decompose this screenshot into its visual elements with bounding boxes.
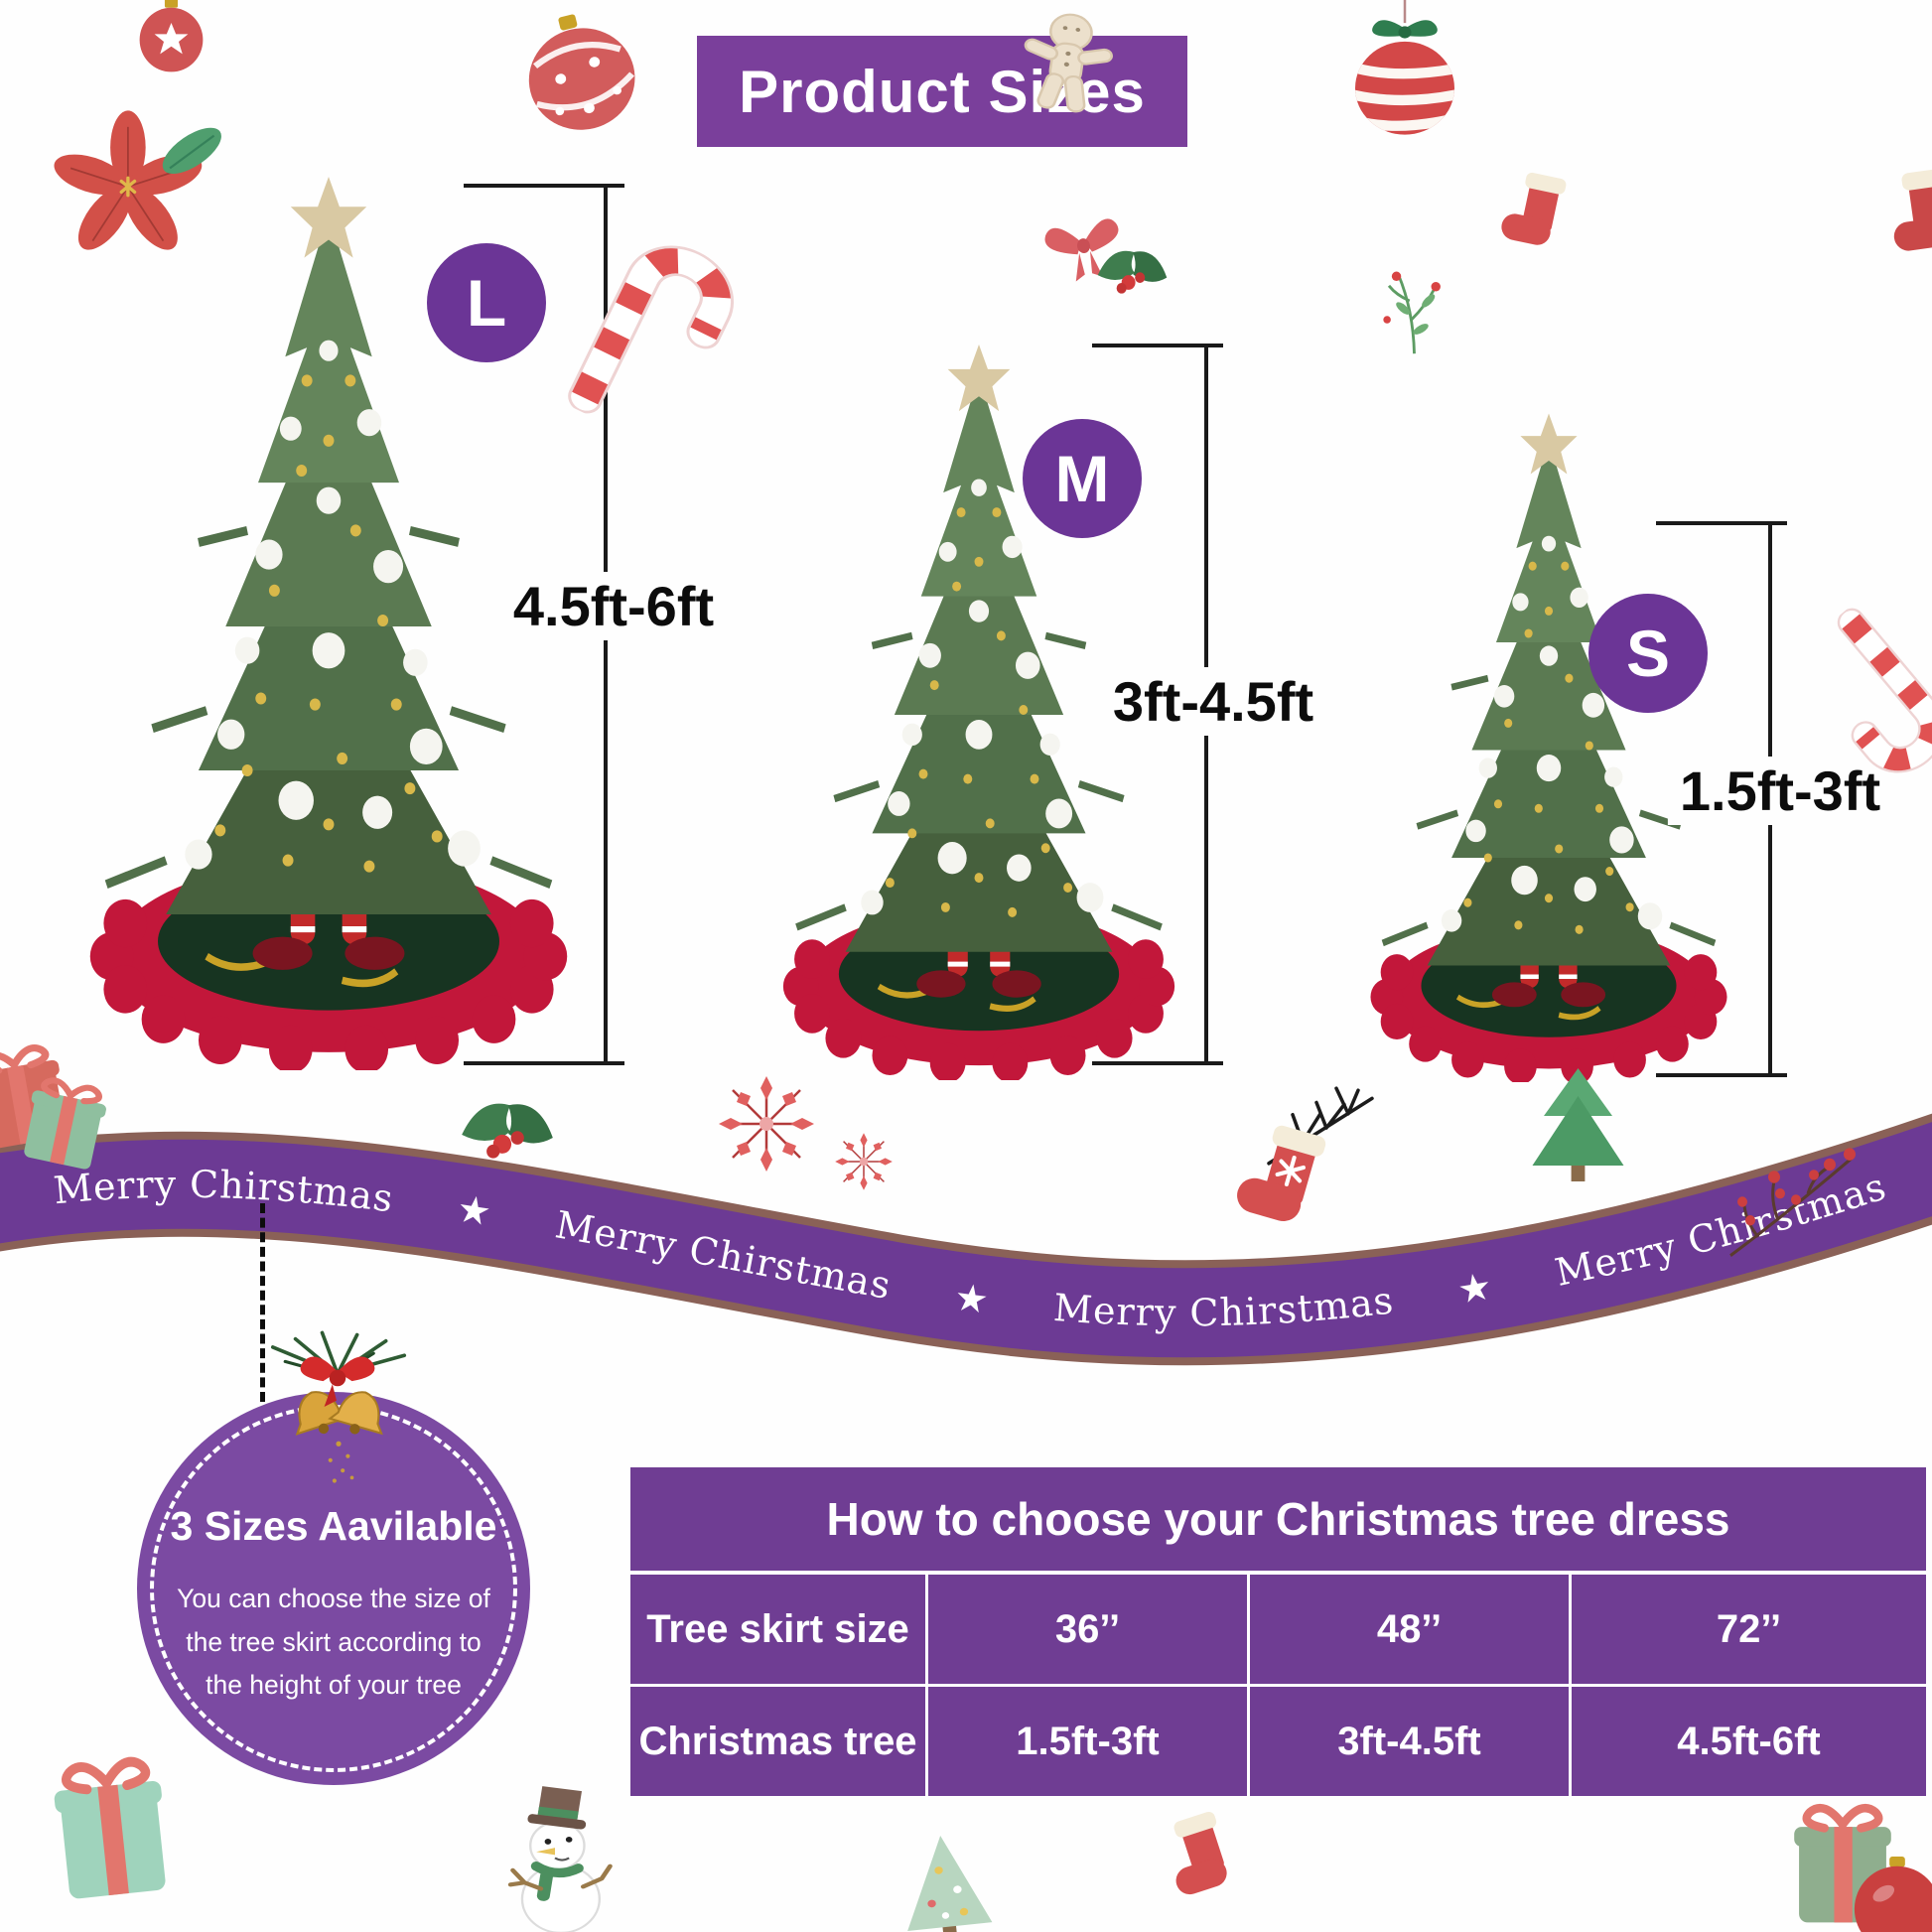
measure-medium-bottom-bar [1092,1061,1223,1065]
stocking-icon [1158,1810,1236,1898]
polka-bauble-icon [514,3,645,141]
stocking-icon [1885,167,1932,253]
info-badge-body: You can choose the size of the tree skir… [177,1583,490,1701]
measure-medium-top-bar [1092,344,1223,347]
table-cell: 3ft-4.5ft [1250,1687,1569,1796]
info-badge-title: 3 Sizes Aavilable [170,1502,497,1549]
size-badge-m: M [1023,419,1142,538]
table-cell: 36’’ [928,1575,1247,1684]
measure-small-bottom-bar [1656,1073,1787,1077]
range-label-medium: 3ft-4.5ft [1100,667,1326,736]
size-table-body: Tree skirt size 36’’ 48’’ 72’’ Christmas… [630,1571,1926,1796]
star-bauble-icon [138,0,205,73]
table-cell: 72’’ [1572,1575,1926,1684]
measure-large-top-bar [464,184,624,188]
size-table-title: How to choose your Christmas tree dress [826,1493,1730,1545]
gift-box-icon [1794,1808,1891,1922]
gold-bells-icon [250,1330,425,1485]
range-label-small: 1.5ft-3ft [1667,757,1893,825]
gift-box-icon [52,1759,172,1900]
size-table: How to choose your Christmas tree dress … [630,1467,1926,1796]
measure-small-top-bar [1656,521,1787,525]
info-badge-circle: 3 Sizes Aavilable You can choose the siz… [137,1392,530,1785]
striped-ornament-icon [1348,0,1461,135]
table-row-label: Tree skirt size [630,1575,925,1684]
size-badge-m-letter: M [1054,442,1110,515]
red-ball-icon [1854,1856,1932,1932]
holly-icon [1097,250,1168,294]
range-label-large: 4.5ft-6ft [500,572,727,640]
green-sprig-icon [1381,270,1443,355]
candy-cane-icon [1803,621,1932,772]
size-badge-s-letter: S [1625,617,1671,690]
snowman-icon [510,1785,610,1932]
page-title-banner: Product Sizes [697,36,1187,147]
measure-large-bottom-bar [464,1061,624,1065]
size-badge-l-letter: L [466,266,507,340]
pale-tree-icon [897,1831,994,1932]
table-cell: 1.5ft-3ft [928,1687,1247,1796]
page-title: Product Sizes [739,58,1146,125]
size-badge-l: L [427,243,546,362]
size-badge-s: S [1588,594,1708,713]
table-cell: 48’’ [1250,1575,1569,1684]
table-cell: 4.5ft-6ft [1572,1687,1926,1796]
stocking-icon [1498,168,1568,249]
info-badge-inner: 3 Sizes Aavilable You can choose the siz… [150,1405,517,1772]
red-bow-icon [1042,216,1127,286]
christmas-tree-small [1346,409,1751,1082]
dashed-connector-line [260,1203,265,1402]
table-row-label: Christmas tree [630,1687,925,1796]
